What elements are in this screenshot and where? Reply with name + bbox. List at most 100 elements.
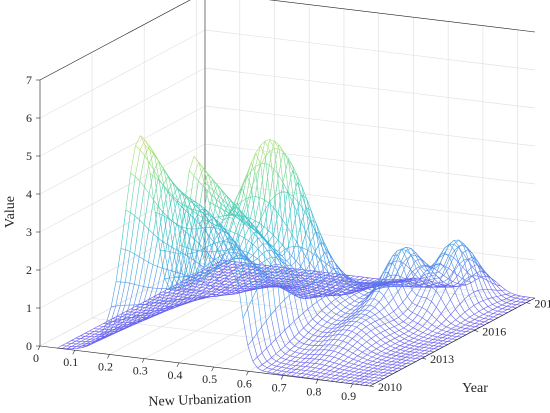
surface-grid-line — [172, 182, 178, 189]
surface-grid-line — [222, 214, 228, 221]
surface-grid-line — [234, 279, 239, 283]
surface-grid-line — [295, 275, 301, 282]
surface-grid-line — [285, 353, 291, 357]
surface-grid-line — [279, 253, 285, 300]
surface-grid-line — [218, 215, 223, 218]
surface-grid-line — [236, 217, 242, 221]
surface-grid-line — [515, 294, 521, 297]
surface-grid-line — [179, 304, 184, 307]
surface-grid-line — [89, 330, 95, 332]
surface-grid-line — [215, 255, 220, 260]
surface-grid-line — [432, 327, 438, 332]
surface-grid-line — [152, 310, 157, 313]
surface-grid-line — [344, 370, 350, 374]
surface-grid-line — [161, 288, 167, 303]
surface-grid-line — [390, 343, 396, 347]
wall-grid-line — [39, 0, 191, 81]
surface-grid-line — [384, 314, 390, 318]
surface-grid-line — [207, 179, 213, 191]
surface-grid-line — [257, 273, 263, 277]
surface-grid-line — [258, 233, 264, 240]
surface-grid-line — [364, 373, 369, 377]
surface-grid-line — [224, 241, 229, 243]
surface-grid-line — [275, 309, 281, 335]
surface-grid-line — [419, 347, 425, 351]
surface-grid-line — [210, 285, 216, 287]
surface-grid-line — [148, 296, 154, 300]
surface-grid-line — [457, 266, 463, 276]
surface-grid-line — [397, 291, 403, 303]
surface-grid-line — [417, 307, 423, 316]
surface-grid-line — [303, 323, 309, 329]
surface-grid-line — [300, 232, 307, 250]
surface-grid-line — [286, 250, 292, 256]
surface-grid-line — [184, 298, 190, 300]
surface-grid-line — [350, 314, 356, 319]
surface-grid-line — [362, 362, 368, 365]
tick-labels: 0 0.1 0.2 0.3 0.4 0.5 0.6 0.7 0.8 0.9201020132016… — [26, 73, 550, 403]
surface-grid-line — [134, 284, 139, 286]
surface-grid-line — [375, 335, 381, 340]
surface-grid-line — [125, 172, 131, 211]
surface-grid-line — [365, 309, 371, 312]
surface-grid-line — [316, 314, 323, 320]
surface-grid-line — [474, 316, 480, 320]
surface-grid-line — [306, 377, 312, 379]
surface-grid-line — [76, 345, 82, 349]
surface-grid-line — [375, 327, 381, 334]
surface-grid-line — [281, 359, 286, 364]
surface-grid-line — [442, 343, 448, 345]
x-tick-mark — [211, 366, 214, 372]
surface-grid-line — [167, 216, 173, 222]
surface-grid-line — [284, 288, 289, 290]
surface-grid-line — [407, 317, 413, 321]
surface-grid-line — [378, 295, 385, 303]
surface-grid-line — [447, 281, 454, 285]
surface-grid-line — [479, 323, 485, 326]
surface-grid-line — [130, 212, 136, 217]
surface-grid-line — [281, 362, 287, 365]
surface-grid-line — [177, 290, 183, 294]
surface-grid-line — [136, 315, 142, 319]
surface-grid-line — [226, 277, 232, 285]
surface-grid-line — [249, 224, 255, 230]
surface-grid-line — [321, 298, 327, 307]
surface-grid-line — [126, 314, 132, 318]
surface-grid-line — [373, 280, 379, 289]
surface-grid-line — [390, 340, 396, 344]
surface-grid-line — [419, 344, 424, 348]
surface-grid-line — [358, 366, 364, 370]
surface-grid-line — [242, 202, 248, 219]
surface-grid-line — [130, 308, 136, 310]
surface-grid-line — [322, 325, 328, 329]
surface-grid-line — [340, 303, 346, 308]
surface-grid-line — [460, 322, 466, 326]
surface-grid-line — [245, 273, 251, 283]
surface-grid-line — [323, 344, 329, 350]
surface-grid-line — [444, 257, 451, 269]
surface-grid-line — [94, 334, 100, 338]
surface-grid-line — [224, 249, 231, 263]
surface-grid-line — [406, 363, 412, 365]
surface-grid-line — [188, 300, 194, 303]
surface-grid-line — [333, 356, 339, 360]
surface-grid-line — [330, 378, 336, 382]
surface-grid-line — [378, 371, 384, 373]
surface-grid-line — [120, 249, 126, 282]
wall-grid-line — [204, 143, 536, 185]
surface-grid-line — [330, 293, 336, 300]
surface-grid-line — [269, 139, 275, 142]
surface-grid-line — [321, 283, 327, 287]
x-tick-label: 0.1 — [63, 355, 78, 369]
surface-grid-line — [291, 265, 297, 271]
surface-grid-line — [316, 376, 321, 380]
wall-grid-line — [204, 219, 536, 261]
surface-grid-line — [455, 303, 461, 310]
surface-grid-line — [154, 176, 160, 214]
surface-grid-line — [289, 336, 295, 342]
surface-grid-line — [217, 206, 223, 210]
surface-grid-line — [291, 255, 297, 262]
surface-grid-line — [320, 233, 326, 245]
surface-grid-line — [448, 268, 454, 273]
surface-grid-line — [440, 288, 446, 299]
